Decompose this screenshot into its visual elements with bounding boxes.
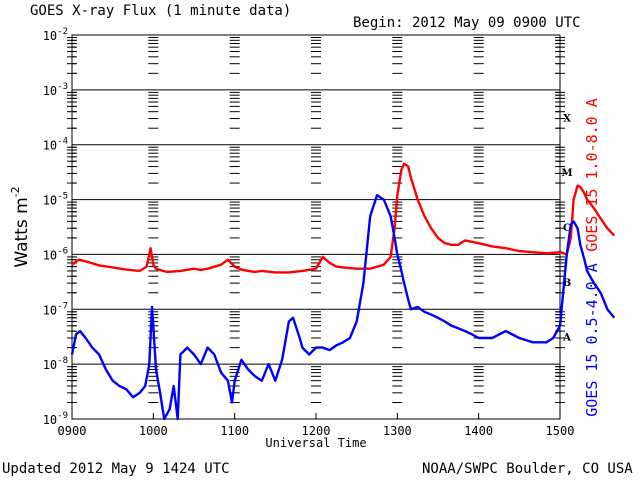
flare-class-B: B (563, 278, 571, 289)
y-tick-label: 10-8 (43, 356, 68, 372)
begin-time: Begin: 2012 May 09 0900 UTC (353, 15, 581, 31)
x-tick-label: 1200 (302, 424, 331, 438)
y-tick-label: 10-9 (43, 411, 68, 427)
y-tick-label: 10-5 (43, 192, 68, 208)
flare-class-X: X (563, 113, 571, 124)
series-line-0 (71, 162, 616, 274)
chart-title: GOES X-ray Flux (1 minute data) (30, 3, 292, 19)
flare-class-A: A (562, 333, 571, 344)
y-tick-label: 10-6 (43, 246, 68, 262)
y-tick-label: 10-3 (43, 82, 68, 98)
flare-class-C: C (563, 223, 571, 234)
flare-class-M: M (561, 168, 572, 179)
x-tick-label: 1400 (464, 424, 493, 438)
y-axis-label: Watts m-2 (9, 186, 32, 267)
updated-text: Updated 2012 May 9 1424 UTC (2, 461, 230, 477)
x-tick-label: 1500 (546, 424, 575, 438)
credit-text: NOAA/SWPC Boulder, CO USA (422, 461, 633, 477)
x-tick-label: 1000 (139, 424, 168, 438)
series-label-1: GOES 15 0.5-4.0 A (583, 263, 601, 417)
x-axis-label: Universal Time (265, 436, 366, 450)
series-label-0: GOES 15 1.0-8.0 A (583, 98, 601, 252)
x-tick-label: 1100 (220, 424, 249, 438)
y-tick-label: 10-7 (43, 301, 68, 317)
x-tick-label: 0900 (58, 424, 87, 438)
y-tick-label: 10-4 (43, 137, 68, 153)
x-tick-label: 1300 (383, 424, 412, 438)
y-tick-label: 10-2 (43, 27, 68, 43)
series-line-1 (70, 193, 616, 421)
